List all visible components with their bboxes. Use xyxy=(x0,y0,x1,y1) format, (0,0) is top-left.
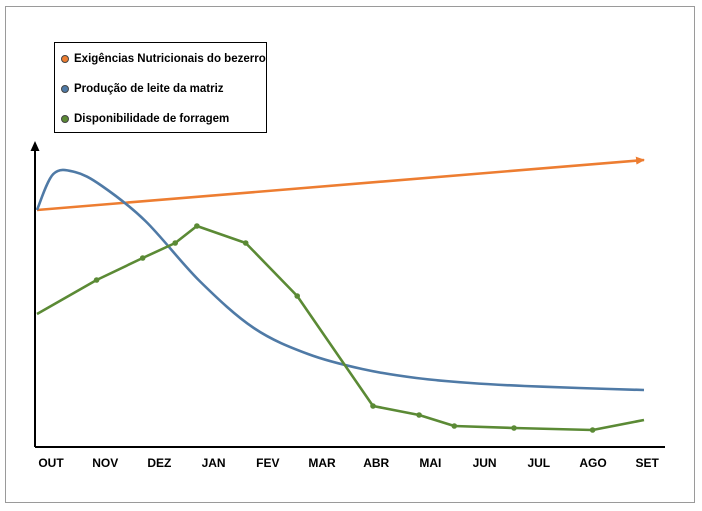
data-point-disponibilidade xyxy=(172,240,178,246)
data-point-disponibilidade xyxy=(589,427,596,433)
legend-label-disponibilidade: Disponibilidade de forragem xyxy=(74,113,230,125)
data-point-disponibilidade xyxy=(93,277,100,283)
x-tick-label: JUL xyxy=(527,456,550,470)
x-tick-label: OUT xyxy=(38,456,64,470)
x-tick-label: SET xyxy=(636,456,660,470)
legend-swatch-exigencias xyxy=(61,55,69,63)
legend-item-producao: Produção de leite da matriz xyxy=(61,82,224,96)
data-point-disponibilidade xyxy=(370,403,376,409)
legend-item-disponibilidade: Disponibilidade de forragem xyxy=(61,112,229,126)
legend-label-exigencias: Exigências Nutricionais do bezerro xyxy=(74,53,266,65)
data-point-disponibilidade xyxy=(194,223,200,229)
legend-label-producao: Produção de leite da matriz xyxy=(74,83,224,95)
series-line-exigencias xyxy=(36,156,645,212)
x-tick-label: JAN xyxy=(202,456,226,470)
series-line-producao xyxy=(35,168,645,392)
x-tick-label: MAI xyxy=(419,456,441,470)
x-tick-label: ABR xyxy=(363,456,389,470)
legend-swatch-disponibilidade xyxy=(61,115,69,123)
data-point-disponibilidade xyxy=(451,423,458,429)
y-axis-arrowhead xyxy=(30,141,40,151)
x-tick-label: NOV xyxy=(92,456,118,470)
data-point-disponibilidade xyxy=(242,240,249,246)
x-tick-label: DEZ xyxy=(147,456,171,470)
x-tick-label: FEV xyxy=(256,456,279,470)
x-tick-label: JUN xyxy=(473,456,497,470)
series-line-disponibilidade xyxy=(36,224,645,432)
data-point-disponibilidade xyxy=(416,412,422,418)
data-point-disponibilidade xyxy=(511,425,517,431)
legend: Exigências Nutricionais do bezerro Produ… xyxy=(54,42,267,133)
data-point-disponibilidade xyxy=(294,293,301,299)
x-tick-label: AGO xyxy=(579,456,606,470)
legend-swatch-producao xyxy=(61,85,69,93)
axes xyxy=(30,141,665,448)
data-point-disponibilidade xyxy=(139,255,146,261)
legend-item-exigencias: Exigências Nutricionais do bezerro xyxy=(61,52,266,66)
x-tick-label: MAR xyxy=(308,456,336,470)
